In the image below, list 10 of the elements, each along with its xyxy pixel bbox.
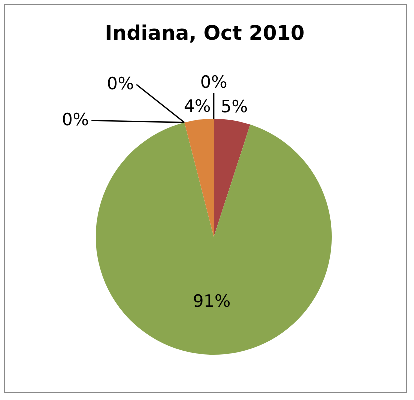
data-label: 4%: [184, 97, 212, 118]
text: 0%: [107, 74, 134, 95]
chart-title: Indiana, Oct 2010: [105, 21, 305, 45]
data-label: 5%: [221, 98, 248, 118]
pie-slice: [96, 122, 332, 355]
pie-slice: [184, 119, 214, 237]
text: 0%: [200, 73, 228, 93]
data-label: 91%: [193, 292, 231, 312]
text: 0%: [62, 110, 90, 131]
pie-slice: [214, 119, 250, 237]
